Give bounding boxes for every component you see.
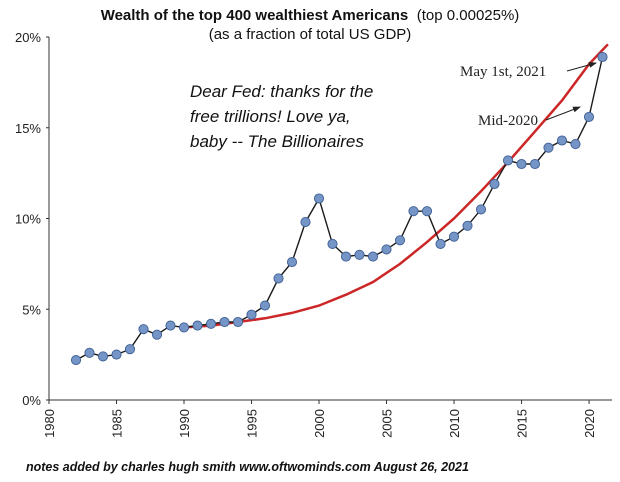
fed-note-line-1: Dear Fed: thanks for the (190, 82, 373, 101)
data-point (192, 320, 203, 331)
data-point (435, 238, 446, 249)
x-tick-label: 1990 (177, 409, 192, 438)
x-tick-label: 1985 (110, 409, 125, 438)
x-tick-label: 1995 (245, 409, 260, 438)
data-point (124, 344, 136, 355)
data-point (394, 235, 406, 246)
data-point (421, 206, 433, 217)
x-tick-label: 2010 (447, 409, 462, 438)
credit-note: notes added by charles hugh smith www.of… (26, 460, 469, 474)
data-point (448, 231, 460, 242)
chart-title: Wealth of the top 400 wealthiest America… (101, 7, 520, 24)
chart-subtitle: (as a fraction of total US GDP) (209, 26, 412, 43)
data-point (178, 322, 190, 333)
fed-note-line-3: baby -- The Billionaires (190, 132, 364, 151)
data-point (313, 193, 325, 204)
data-point (340, 251, 352, 262)
data-point (97, 351, 109, 362)
data-point (556, 135, 568, 146)
data-point (381, 244, 392, 255)
data-point (259, 300, 271, 311)
data-point (475, 204, 487, 215)
data-point (529, 158, 541, 170)
data-point (367, 251, 379, 262)
data-point (70, 355, 82, 366)
annotation-may-2021: May 1st, 2021 (460, 64, 546, 80)
data-point (462, 220, 473, 231)
data-point (205, 318, 217, 329)
wealth-data-points (70, 51, 608, 366)
data-point (543, 142, 554, 153)
data-point (354, 249, 365, 260)
x-tick-labels: 1980 1985 1990 1995 2000 2005 2010 2015 2020 (42, 400, 597, 438)
x-tick-label: 2005 (380, 409, 395, 438)
data-point (138, 324, 149, 335)
wealth-series-line (75, 56, 604, 361)
chart-title-suffix: (top 0.00025%) (417, 7, 520, 24)
y-tick-label: 10% (15, 212, 41, 227)
chart-title-main: Wealth of the top 400 wealthiest America… (101, 7, 409, 24)
x-tick-label: 1980 (42, 409, 57, 438)
y-tick-label: 5% (22, 302, 41, 317)
data-point (327, 238, 338, 249)
data-point (408, 206, 419, 217)
data-point (111, 349, 122, 360)
data-point (151, 329, 163, 340)
y-tick-label: 20% (15, 30, 41, 45)
x-tick-label: 2000 (312, 409, 327, 438)
data-point (273, 273, 284, 284)
y-tick-label: 15% (15, 121, 41, 136)
y-tick-labels: 0% 5% 10% 15% 20% (15, 30, 49, 408)
trend-curve (183, 43, 609, 329)
data-point (84, 347, 95, 358)
annotation-mid-2020: Mid-2020 (478, 113, 538, 129)
data-point (232, 316, 244, 328)
data-point (286, 257, 298, 268)
arrow-may-2021 (566, 61, 597, 72)
arrow-mid-2020 (545, 106, 581, 121)
data-point (583, 111, 595, 122)
fed-note-line-2: free trillions! Love ya, (190, 107, 351, 126)
x-tick-label: 2020 (582, 409, 597, 438)
data-point (516, 158, 527, 170)
data-point (246, 309, 257, 320)
data-point (165, 320, 176, 331)
y-tick-label: 0% (22, 393, 41, 408)
data-point (219, 316, 230, 328)
data-point (489, 178, 500, 190)
data-point (502, 155, 514, 166)
data-point (570, 139, 581, 150)
data-point (300, 217, 311, 228)
data-point (597, 51, 608, 63)
x-tick-label: 2015 (515, 409, 530, 438)
